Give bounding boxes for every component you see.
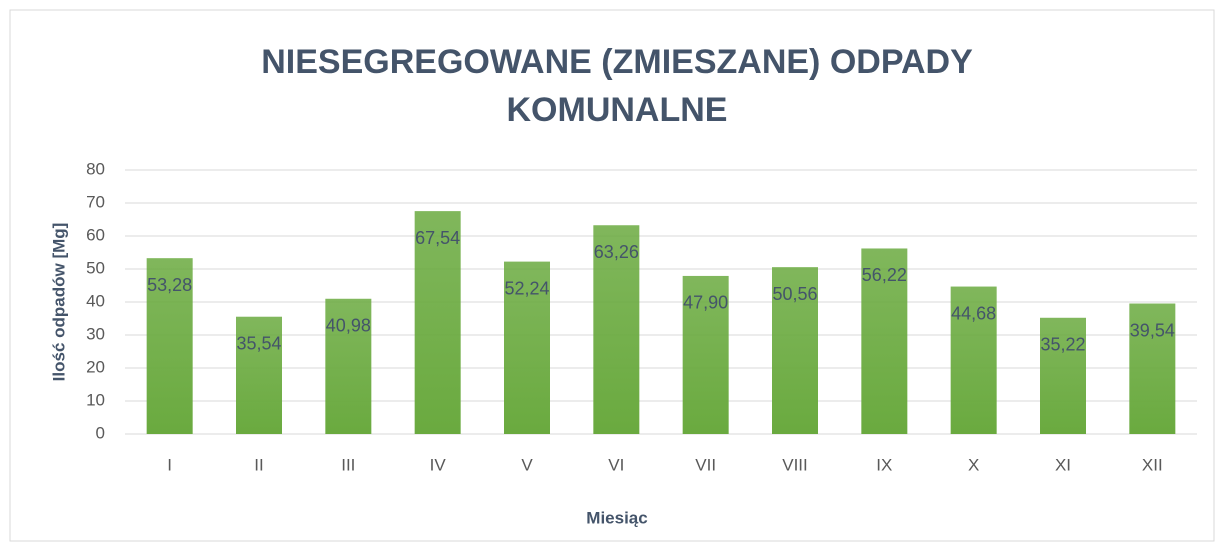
y-tick-label: 70 [86,192,105,211]
bar [682,275,729,434]
x-tick-label: VIII [782,455,808,474]
value-label: 53,28 [147,275,192,295]
y-axis-label: Ilość odpadów [Mg] [49,223,68,382]
x-tick-label: I [167,455,172,474]
value-label: 44,68 [951,303,996,323]
value-label: 63,26 [594,242,639,262]
y-tick-label: 50 [86,258,105,277]
value-label: 47,90 [683,293,728,313]
chart-title: KOMUNALNE [507,91,728,129]
x-tick-label: XI [1055,455,1071,474]
bar [504,261,550,434]
bar [236,316,282,434]
bar [861,248,908,434]
x-tick-label: II [254,455,263,474]
x-tick-label: III [341,455,355,474]
y-tick-label: 80 [86,159,105,178]
value-label: 56,22 [862,265,907,285]
x-tick-label: IV [430,455,447,474]
x-tick-label: XII [1142,455,1163,474]
bar [414,211,461,434]
value-label: 35,22 [1040,335,1085,355]
value-label: 40,98 [326,316,371,336]
y-tick-label: 10 [86,390,105,409]
bar [772,267,818,434]
y-tick-label: 20 [86,357,105,376]
x-tick-label: V [521,455,533,474]
value-label: 50,56 [772,284,817,304]
y-tick-label: 60 [86,225,105,244]
chart-title: NIESEGREGOWANE (ZMIESZANE) ODPADY [261,43,973,81]
bar [1129,303,1176,434]
x-axis-label: Miesiąc [586,508,647,527]
x-tick-label: VII [695,455,716,474]
bar [325,298,372,434]
value-label: 52,24 [504,278,549,298]
x-tick-label: VI [608,455,624,474]
y-tick-label: 40 [86,291,105,310]
value-label: 67,54 [415,228,460,248]
bar [950,286,997,434]
bar [146,258,193,434]
y-tick-label: 0 [96,423,105,442]
value-label: 39,54 [1130,320,1175,340]
x-tick-label: X [968,455,979,474]
bar [1040,317,1086,434]
bar [593,225,640,434]
y-tick-label: 30 [86,324,105,343]
x-tick-label: IX [876,455,892,474]
value-label: 35,54 [236,333,281,353]
